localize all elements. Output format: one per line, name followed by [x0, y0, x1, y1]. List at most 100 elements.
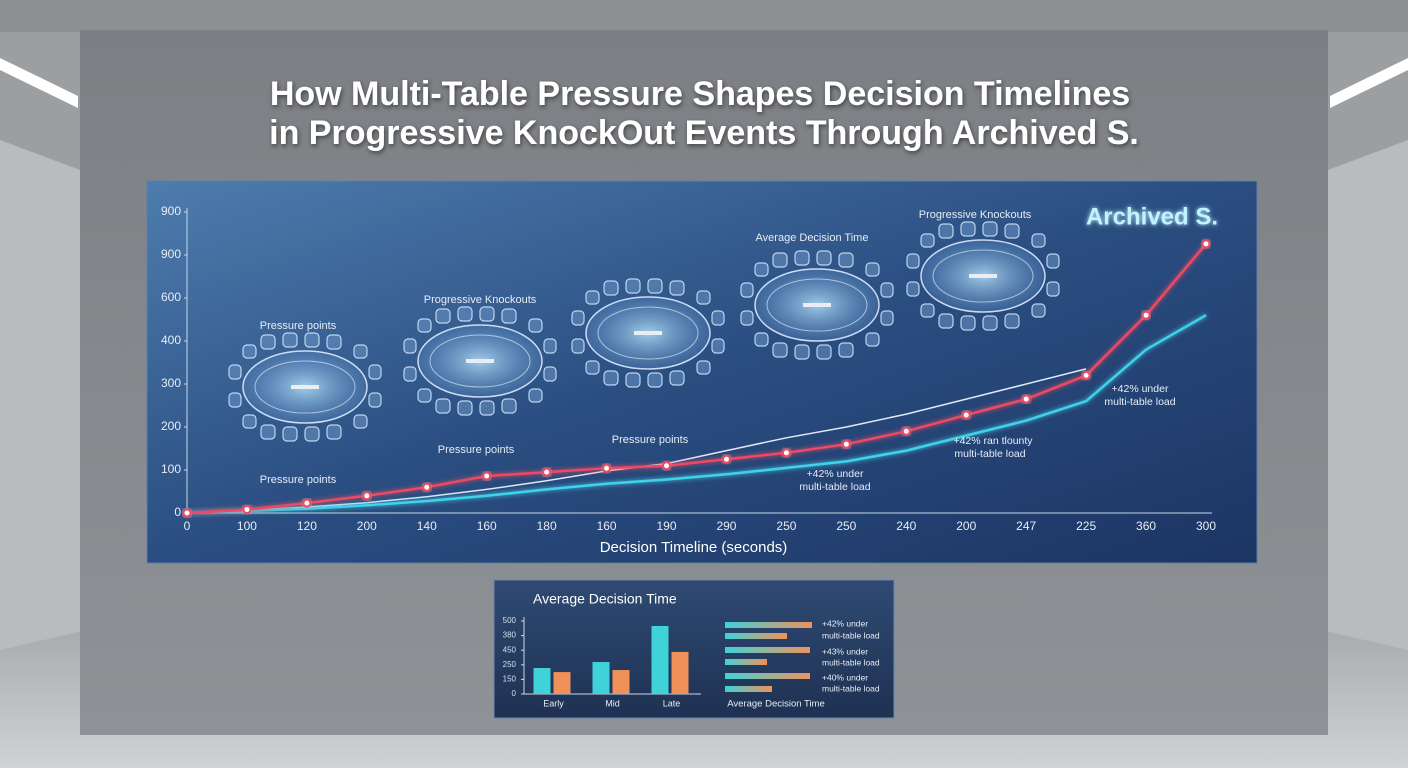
- annotation: Pressure points: [260, 474, 337, 486]
- y-tick-label: 500: [503, 616, 517, 625]
- y-tick-label: 100: [161, 462, 181, 476]
- x-tick-label: 290: [716, 519, 736, 533]
- y-tick-label: 0: [512, 689, 517, 698]
- bar: [533, 668, 551, 694]
- y-tick-label: 150: [503, 675, 517, 684]
- data-point: [781, 448, 791, 458]
- annotation: multi-table load: [822, 657, 880, 667]
- bar: [671, 651, 689, 694]
- screen-label: Archived S.: [1086, 203, 1218, 230]
- annotation: Average Decision Time: [756, 232, 869, 244]
- title-line: How Multi-Table Pressure Shapes Decision…: [270, 75, 1130, 113]
- x-tick-label: 120: [297, 519, 317, 533]
- data-point: [1081, 370, 1091, 380]
- x-tick-label: 300: [1196, 519, 1216, 533]
- progress-bar: [725, 622, 812, 628]
- bar: [592, 662, 610, 694]
- x-tick-label: 250: [776, 519, 796, 533]
- annotation: +43% under: [822, 646, 868, 656]
- y-tick-label: 200: [161, 419, 181, 433]
- y-tick-label: 900: [161, 204, 181, 218]
- x-tick-label: 190: [657, 519, 677, 533]
- title-line: in Progressive KnockOut Events Through A…: [269, 114, 1139, 152]
- x-tick-label: Early: [543, 698, 564, 708]
- progress-bar: [725, 647, 810, 653]
- x-tick-label: 100: [237, 519, 257, 533]
- progress-bar: [725, 686, 772, 692]
- data-point: [1201, 239, 1211, 249]
- progress-bar: [725, 659, 767, 665]
- annotation: +42% ran tlounty: [953, 435, 1033, 447]
- y-tick-label: 300: [161, 376, 181, 390]
- x-tick-label: 160: [477, 519, 497, 533]
- small-chart: Average Decision Time 0 150 250 450 380 500 Ear…: [503, 591, 880, 710]
- bar: [553, 672, 571, 694]
- data-point: [901, 426, 911, 436]
- data-point: [662, 461, 672, 471]
- x-tick-label: Mid: [605, 698, 620, 708]
- data-point: [1021, 394, 1031, 404]
- bar: [651, 625, 669, 694]
- x-tick-label: Late: [663, 698, 681, 708]
- progress-bar: [725, 673, 810, 679]
- data-point: [422, 482, 432, 492]
- annotation: +42% under: [807, 468, 864, 480]
- y-tick-label: 450: [503, 645, 517, 654]
- progress-bar: [725, 633, 787, 639]
- x-tick-label: 160: [597, 519, 617, 533]
- x-tick-label: 225: [1076, 519, 1096, 533]
- annotation: Pressure points: [612, 434, 689, 446]
- data-point: [721, 454, 731, 464]
- x-tick-label: 250: [836, 519, 856, 533]
- data-point: [242, 505, 252, 515]
- y-tick-label: 900: [161, 247, 181, 261]
- x-tick-label: 180: [537, 519, 557, 533]
- x-tick-label: 140: [417, 519, 437, 533]
- data-point: [482, 471, 492, 481]
- annotation: multi-table load: [954, 448, 1025, 460]
- annotation: Progressive Knockouts: [424, 294, 537, 306]
- progress-bars: [725, 622, 812, 692]
- annotation: Pressure points: [260, 320, 337, 332]
- x-tick-label: 360: [1136, 519, 1156, 533]
- ceiling-light: [1330, 58, 1408, 108]
- ceiling-light: [0, 58, 78, 108]
- panel-title: Average Decision Time: [533, 591, 677, 607]
- x-tick-label: 200: [357, 519, 377, 533]
- side-panel: [493, 579, 895, 719]
- annotation: multi-table load: [799, 481, 870, 493]
- annotation: multi-table load: [822, 683, 880, 693]
- annotation: +42% under: [1112, 383, 1169, 395]
- series-line: [186, 242, 1207, 515]
- x-axis-label: Decision Timeline (seconds): [600, 539, 788, 556]
- main-chart: 0 100 200 300 400 600 900 900 0 100 120 200 140 160 18…: [161, 203, 1218, 556]
- data-point: [542, 467, 552, 477]
- x-tick-label: 240: [896, 519, 916, 533]
- data-point: [302, 498, 312, 508]
- caption: Average Decision Time: [727, 699, 825, 710]
- data-point: [602, 463, 612, 473]
- annotation: multi-table load: [822, 630, 880, 640]
- annotation: multi-table load: [1104, 396, 1175, 408]
- annotation: Pressure points: [438, 444, 515, 456]
- annotation: Progressive Knockouts: [919, 209, 1032, 221]
- data-point: [362, 491, 372, 501]
- y-tick-label: 600: [161, 290, 181, 304]
- data-point: [1141, 310, 1151, 320]
- series-line: [186, 314, 1207, 515]
- bar: [612, 670, 630, 694]
- x-tick-label: 247: [1016, 519, 1036, 533]
- x-tick-label: 0: [184, 519, 191, 533]
- annotation: +40% under: [822, 672, 868, 682]
- y-tick-label: 380: [503, 631, 517, 640]
- annotation: +42% under: [822, 618, 868, 628]
- y-tick-label: 250: [503, 660, 517, 669]
- data-point: [182, 508, 192, 518]
- data-point: [961, 410, 971, 420]
- data-point: [841, 439, 851, 449]
- y-tick-label: 400: [161, 333, 181, 347]
- y-tick-label: 0: [174, 505, 181, 519]
- x-tick-label: 200: [956, 519, 976, 533]
